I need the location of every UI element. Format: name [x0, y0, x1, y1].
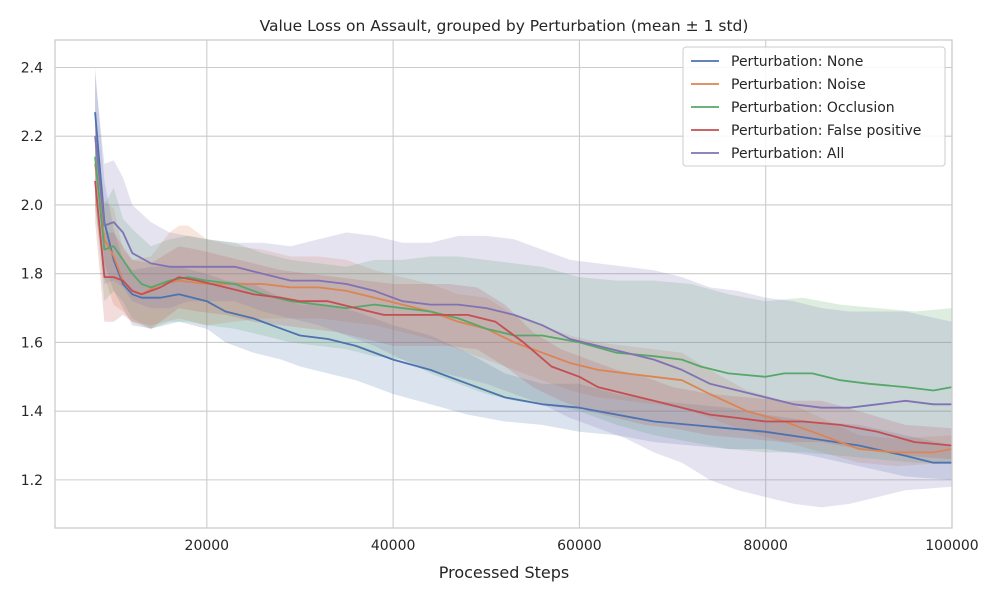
legend-entry: Perturbation: Noise [731, 77, 866, 93]
y-tick-label: 1.6 [21, 335, 43, 351]
series-lines [94, 112, 953, 464]
y-tick-label: 1.2 [21, 473, 43, 489]
legend-entry: Perturbation: All [731, 146, 844, 162]
band-perturbation-noise [95, 119, 953, 467]
legend-entry: Perturbation: Occlusion [731, 100, 895, 116]
legend-entry: Perturbation: False positive [731, 123, 921, 139]
band-perturbation-all [95, 74, 953, 508]
legend-entry: Perturbation: None [731, 54, 863, 70]
x-axis-label: Processed Steps [439, 563, 570, 582]
y-tick-label: 1.4 [21, 404, 43, 420]
x-axis-ticks: 20000 40000 60000 80000 100000 [185, 538, 979, 554]
y-tick-label: 2.2 [21, 129, 43, 145]
line-perturbation-false-positive [94, 180, 953, 447]
x-tick-label: 20000 [185, 538, 230, 554]
line-perturbation-all [94, 136, 952, 409]
x-tick-label: 100000 [925, 538, 978, 554]
plot-frame [54, 39, 953, 529]
y-tick-label: 2.4 [21, 60, 43, 76]
y-tick-label: 2.0 [21, 198, 43, 214]
chart-title: Value Loss on Assault, grouped by Pertur… [260, 17, 749, 35]
legend-box [682, 46, 946, 167]
line-perturbation-none [94, 112, 952, 464]
legend: Perturbation: None Perturbation: Noise Per… [682, 46, 946, 167]
y-tick-label: 1.8 [21, 267, 43, 283]
x-tick-label: 60000 [557, 538, 602, 554]
x-tick-label: 40000 [371, 538, 416, 554]
band-perturbation-none [95, 67, 953, 480]
line-perturbation-noise [94, 163, 953, 454]
x-tick-label: 80000 [743, 538, 788, 554]
y-axis-ticks: 1.2 1.4 1.6 1.8 2.0 2.2 2.4 [21, 60, 43, 488]
band-perturbation-false-positive [95, 139, 953, 460]
